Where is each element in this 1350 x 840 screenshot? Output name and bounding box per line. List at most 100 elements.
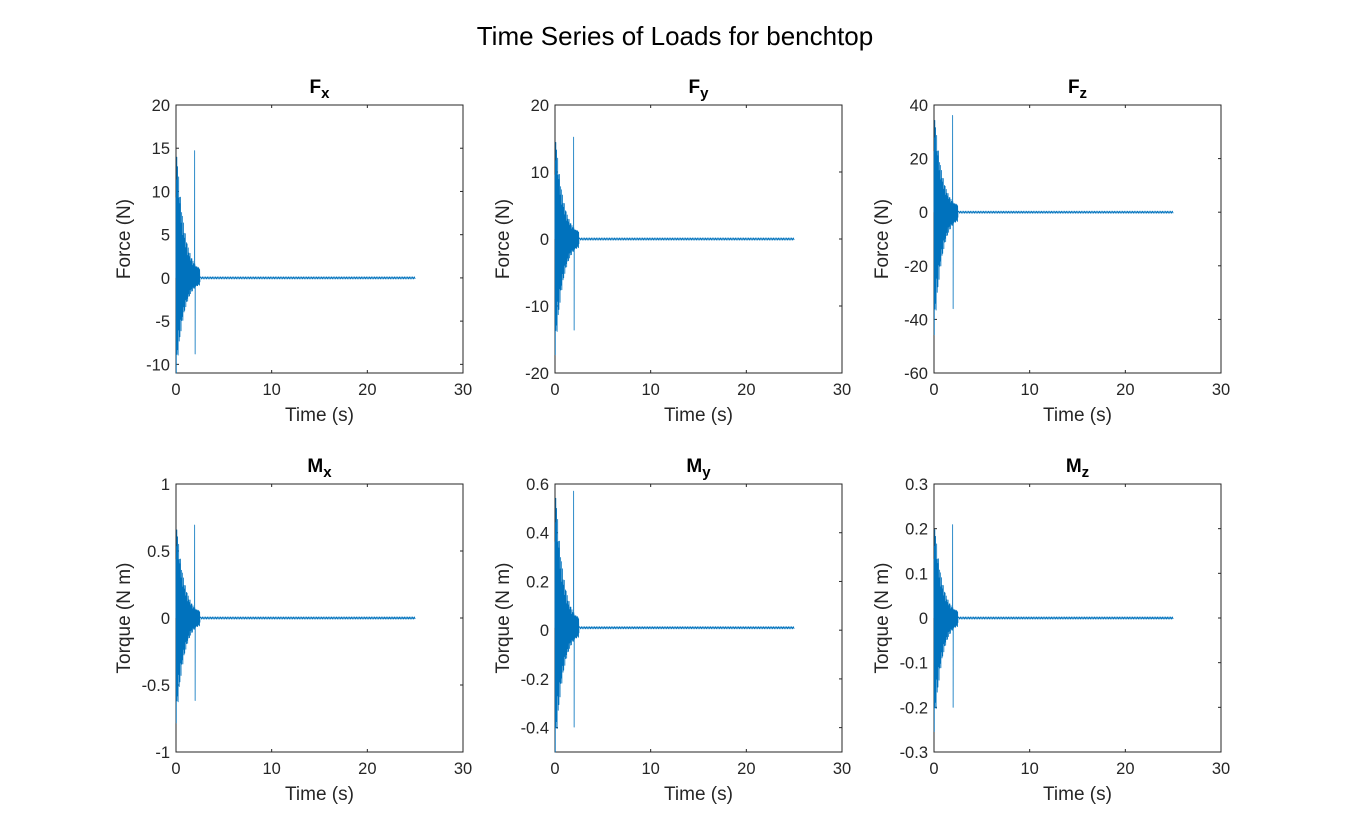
y-axis-label: Force (N) [872, 199, 893, 279]
y-tick-label: -0.4 [521, 720, 549, 738]
x-tick-label: 10 [641, 381, 659, 399]
y-tick-label: 0.6 [526, 476, 549, 494]
figure-title: Time Series of Loads for benchtop [477, 21, 873, 51]
y-tick-label: 20 [531, 97, 549, 115]
y-tick-label: -0.3 [900, 744, 928, 762]
x-tick-label: 0 [171, 760, 180, 778]
x-tick-label: 20 [1116, 760, 1134, 778]
y-tick-label: 15 [152, 140, 170, 158]
series-trace [554, 136, 795, 356]
x-tick-label: 0 [929, 381, 938, 399]
x-tick-label: 0 [550, 760, 559, 778]
x-tick-label: 0 [929, 760, 938, 778]
x-tick-label: 20 [358, 381, 376, 399]
series-trace [175, 524, 416, 724]
axes-title-main: F [310, 77, 322, 98]
y-tick-label: -5 [155, 313, 170, 331]
x-tick-label: 20 [737, 760, 755, 778]
y-tick-label: 0.5 [147, 543, 170, 561]
y-tick-label: 0.2 [905, 521, 928, 539]
subplot-m-z: Mz 0 10 20 30 -0.3 -0.2 -0.1 0 0.1 0.2 0.3 Time (s) T… [872, 456, 1230, 805]
axes-title: Fy [689, 77, 710, 102]
y-axis-label: Force (N) [493, 199, 514, 279]
axes-title-main: F [1068, 77, 1080, 98]
y-axis-label: Torque (N m) [872, 563, 893, 674]
y-tick-label: -10 [525, 298, 549, 316]
y-tick-label: -20 [904, 258, 928, 276]
axes-frame [554, 483, 843, 753]
y-tick-label: -1 [155, 744, 170, 762]
y-tick-label: 20 [152, 97, 170, 115]
series-trace [933, 524, 1174, 732]
x-tick-label: 30 [1212, 760, 1230, 778]
series-trace [175, 150, 416, 374]
y-tick-label: 0 [540, 231, 549, 249]
y-tick-label: 1 [161, 476, 170, 494]
y-tick-label: -0.2 [521, 671, 549, 689]
x-tick-label: 20 [737, 381, 755, 399]
axes-title-subscript: x [323, 464, 332, 481]
axes-title-main: M [686, 456, 702, 477]
y-tick-label: 0.1 [905, 565, 928, 583]
y-tick-label: 0.3 [905, 476, 928, 494]
y-tick-label: 0.2 [526, 573, 549, 591]
y-tick-label: 0 [919, 610, 928, 628]
y-tick-label: 20 [910, 151, 928, 169]
y-tick-label: -20 [525, 365, 549, 383]
x-tick-label: 0 [550, 381, 559, 399]
x-tick-label: 30 [454, 760, 472, 778]
y-tick-label: -0.5 [142, 677, 170, 695]
x-axis-label: Time (s) [285, 405, 354, 426]
y-tick-label: 0 [161, 270, 170, 288]
axes-title-subscript: x [321, 85, 330, 102]
y-tick-label: 0 [919, 204, 928, 222]
axes-title-main: F [689, 77, 701, 98]
x-tick-label: 10 [641, 760, 659, 778]
y-tick-label: -40 [904, 311, 928, 329]
x-tick-label: 30 [1212, 381, 1230, 399]
x-tick-label: 30 [454, 381, 472, 399]
x-tick-label: 10 [262, 760, 280, 778]
y-tick-label: -0.2 [900, 699, 928, 717]
subplot-f-z: Fz 0 10 20 30 -60 -40 -20 0 20 40 Time (s) Force (N) [872, 77, 1230, 426]
x-tick-label: 10 [262, 381, 280, 399]
series-trace [933, 115, 1174, 336]
y-tick-label: -60 [904, 365, 928, 383]
axes-frame [175, 104, 464, 374]
x-tick-label: 20 [358, 760, 376, 778]
series-trace [554, 490, 795, 753]
y-tick-label: 10 [531, 164, 549, 182]
axes-title-main: M [1066, 456, 1082, 477]
y-tick-label: 0 [540, 622, 549, 640]
axes-title-subscript: y [702, 464, 711, 481]
x-tick-label: 0 [171, 381, 180, 399]
y-tick-label: 40 [910, 97, 928, 115]
axes-title-subscript: z [1082, 464, 1090, 481]
subplot-m-x: Mx 0 10 20 30 -1 -0.5 0 0.5 1 Time (s) Torque (N m) [114, 456, 472, 805]
y-tick-label: 5 [161, 227, 170, 245]
y-axis-label: Torque (N m) [493, 563, 514, 674]
x-tick-label: 10 [1020, 381, 1038, 399]
x-tick-label: 30 [833, 381, 851, 399]
axes-title: My [686, 456, 711, 481]
x-tick-label: 20 [1116, 381, 1134, 399]
x-axis-label: Time (s) [285, 784, 354, 805]
y-tick-label: -10 [146, 356, 170, 374]
y-tick-label: 0.4 [526, 525, 549, 543]
axes-title: Fz [1068, 77, 1087, 102]
y-axis-label: Force (N) [114, 199, 135, 279]
axes-title: Mx [307, 456, 332, 481]
x-axis-label: Time (s) [1043, 405, 1112, 426]
x-tick-label: 30 [833, 760, 851, 778]
subplot-m-y: My 0 10 20 30 -0.4 -0.2 0 0.2 0.4 0.6 Time (s) Torqu… [493, 456, 851, 805]
axes-title-subscript: y [700, 85, 709, 102]
y-tick-label: -0.1 [900, 655, 928, 673]
x-tick-label: 10 [1020, 760, 1038, 778]
y-tick-label: 0 [161, 610, 170, 628]
y-tick-label: 10 [152, 183, 170, 201]
x-axis-label: Time (s) [664, 784, 733, 805]
